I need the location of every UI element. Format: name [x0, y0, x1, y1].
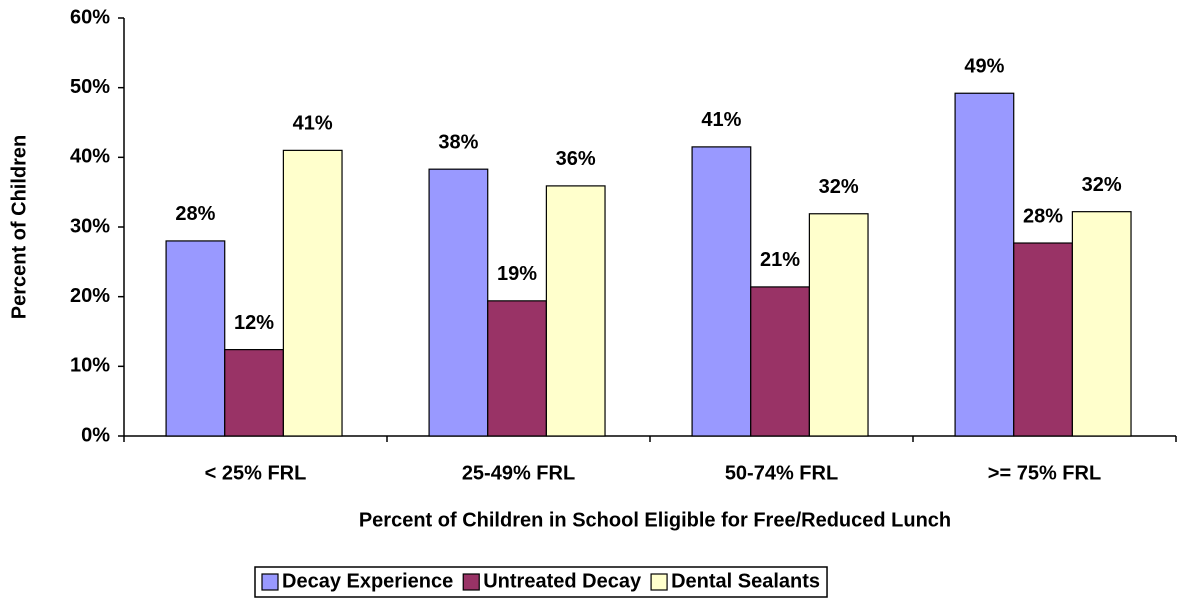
x-tick-label: 50-74% FRL	[725, 462, 838, 484]
bar	[282, 149, 343, 437]
bar	[1013, 242, 1073, 437]
bar	[691, 146, 752, 437]
x-tick-label: < 25% FRL	[205, 462, 307, 484]
data-label: 41%	[701, 109, 741, 131]
bar	[808, 213, 869, 437]
bar	[750, 286, 810, 437]
legend-label: Decay Experience	[282, 570, 453, 592]
legend-swatch	[650, 573, 668, 591]
x-tick-label: 25-49% FRL	[462, 462, 575, 484]
data-label: 36%	[556, 148, 596, 170]
bar	[1071, 211, 1132, 437]
bar	[545, 185, 606, 437]
data-label: 12%	[234, 312, 274, 334]
bar	[224, 349, 284, 437]
legend-box	[254, 566, 828, 598]
data-label: 28%	[175, 203, 215, 225]
data-label: 28%	[1023, 205, 1063, 227]
data-label: 49%	[964, 56, 1004, 78]
y-tick-label: 50%	[70, 76, 110, 98]
x-axis-label: Percent of Children in School Eligible f…	[359, 509, 951, 531]
y-tick-label: 0%	[81, 424, 110, 446]
y-tick-label: 40%	[70, 146, 110, 168]
data-label: 19%	[497, 263, 537, 285]
bar	[165, 240, 226, 437]
data-label: 32%	[819, 176, 859, 198]
x-tick-label: >= 75% FRL	[988, 462, 1101, 484]
data-label: 32%	[1082, 174, 1122, 196]
y-tick-label: 30%	[70, 215, 110, 237]
bar	[954, 92, 1015, 437]
y-tick-label: 20%	[70, 285, 110, 307]
legend-label: Untreated Decay	[483, 570, 642, 592]
bar	[428, 168, 489, 437]
legend-label: Dental Sealants	[671, 570, 820, 592]
legend-swatch	[261, 573, 279, 591]
data-label: 21%	[760, 249, 800, 271]
y-tick-label: 10%	[70, 355, 110, 377]
y-tick-label: 60%	[70, 6, 110, 28]
data-label: 38%	[438, 131, 478, 153]
data-label: 41%	[293, 113, 333, 135]
y-axis-label: Percent of Children	[8, 135, 30, 319]
bar	[487, 300, 547, 437]
legend-swatch	[462, 573, 480, 591]
